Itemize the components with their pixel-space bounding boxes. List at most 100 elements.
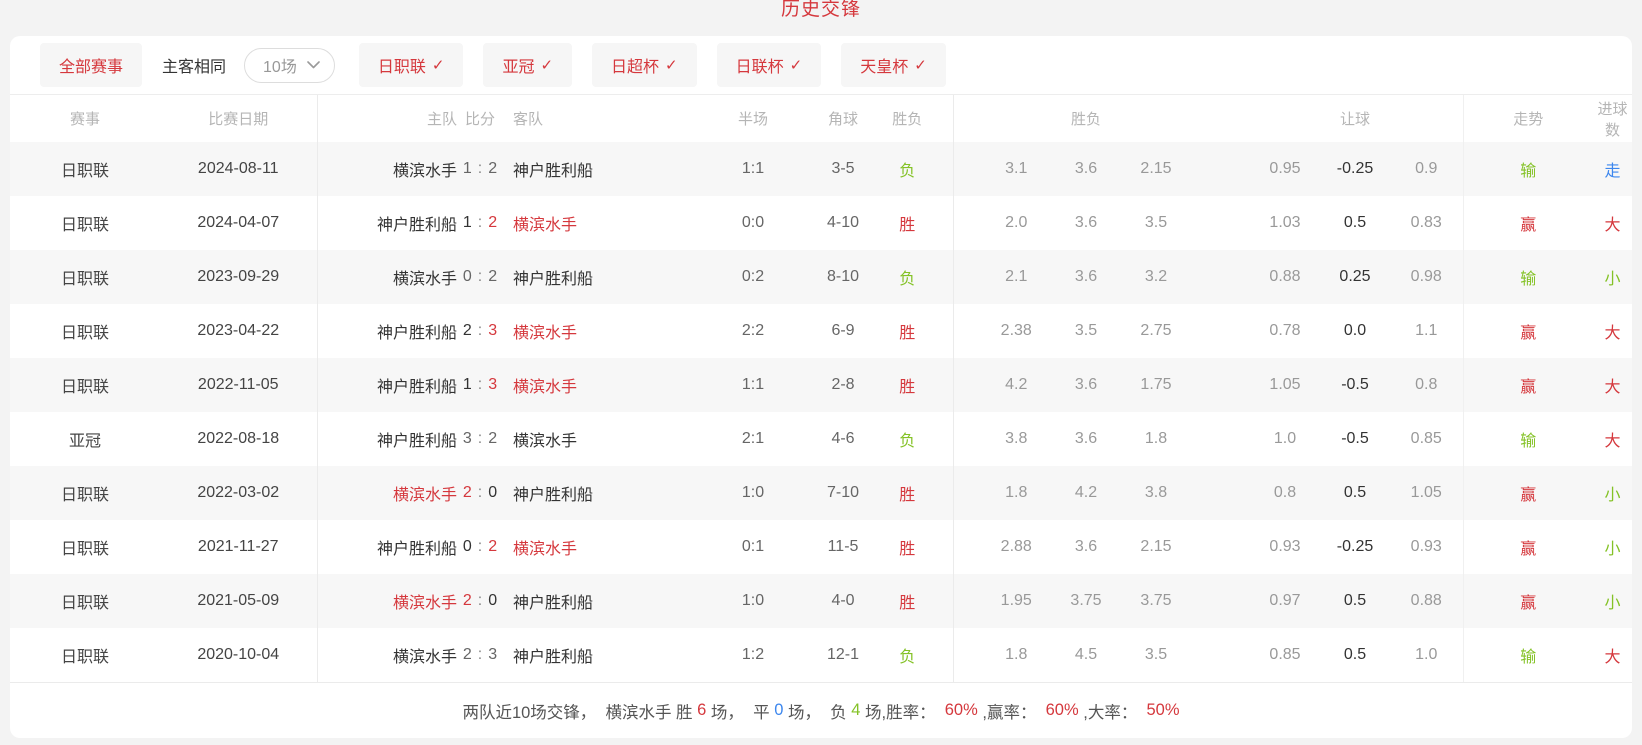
goals-cell: 大: [1604, 217, 1621, 234]
summary-segment: ,赢率：: [977, 703, 1046, 722]
result-cell: 胜: [862, 304, 954, 358]
corner-cell: 11-5: [827, 538, 859, 555]
league-cell: 日职联: [60, 163, 109, 180]
half-score-cell: 2:1: [741, 430, 765, 447]
date-cell: 2024-04-07: [160, 196, 318, 250]
handicap-home-cell: 1.05: [1269, 376, 1301, 393]
score-part: 0: [462, 538, 472, 555]
date-cell: 2023-04-22: [160, 304, 318, 358]
corner-cell: 12-1: [826, 646, 860, 663]
league-filter-button[interactable]: 日职联 ✓: [358, 43, 464, 87]
check-icon: ✓: [540, 57, 554, 74]
summary-segment: 60%: [944, 701, 978, 719]
goals-cell: 小: [1604, 487, 1621, 504]
chevron-down-icon: [307, 61, 320, 69]
page-title: 历史交锋: [780, 0, 861, 20]
goals-cell: 小: [1604, 595, 1621, 612]
header-row: 赛事 比赛日期 主队 比分 客队 半场 角球 胜负 胜负 让球 走势 进球数: [10, 95, 1632, 142]
goals-cell: 小: [1604, 541, 1621, 558]
score-part: 2: [488, 538, 498, 555]
league-cell: 日职联: [60, 379, 109, 396]
summary-segment: 0: [774, 701, 784, 719]
league-filter-button[interactable]: 亚冠 ✓: [483, 43, 573, 87]
handicap-away-cell: 0.85: [1390, 412, 1464, 466]
odds-lose-cell: 3.2: [1144, 268, 1168, 285]
league-filter-button[interactable]: 天皇杯 ✓: [841, 43, 946, 87]
summary-line: 两队近10场交锋， 横滨水手 胜 6 场， 平 0 场， 负 4 场,胜率： 6…: [10, 682, 1632, 738]
odds-lose-cell: 2.15: [1140, 160, 1172, 177]
goals-cell: 走: [1604, 163, 1621, 180]
handicap-away-cell: 0.83: [1390, 196, 1464, 250]
goals-cell: 小: [1604, 271, 1621, 288]
home-team-cell: 神户胜利船: [376, 379, 457, 396]
handicap-line-cell: 0.5: [1343, 592, 1367, 609]
half-score-cell: 1:1: [741, 376, 765, 393]
score-part: 2: [488, 430, 498, 447]
match-row: 日职联 2023-09-29 横滨水手 0:2 神户胜利船 0:2 8-10 负 2.1 3.6 3…: [10, 250, 1632, 304]
odds-lose-cell: 3.5: [1144, 646, 1168, 663]
date-cell: 2022-03-02: [160, 466, 318, 520]
column-header: 比分: [464, 111, 495, 128]
column-header: [1390, 95, 1464, 142]
league-cell: 日职联: [60, 541, 109, 558]
handicap-home-cell: 0.88: [1269, 268, 1301, 285]
odds-draw-cell: 3.6: [1074, 160, 1098, 177]
league-filter-button[interactable]: 日超杯 ✓: [592, 43, 697, 87]
home-team-cell: 横滨水手: [392, 595, 457, 612]
corner-cell: 7-10: [826, 484, 860, 501]
score-part: 2: [462, 322, 472, 339]
score-part: 1: [462, 376, 472, 393]
match-row: 日职联 2020-10-04 横滨水手 2:3 神户胜利船 1:2 12-1 负 1.8 4.5 3…: [10, 628, 1632, 682]
summary-segment: 场,胜率：: [860, 703, 945, 722]
away-team-cell: 横滨水手: [513, 325, 578, 342]
handicap-line-cell: 0.25: [1339, 268, 1371, 285]
handicap-line-cell: -0.5: [1341, 376, 1369, 393]
league-filter-label: 日职联: [377, 59, 426, 76]
home-team-cell: 横滨水手: [392, 649, 457, 666]
score-part: 2: [462, 592, 472, 609]
home-team-cell: 神户胜利船: [376, 217, 457, 234]
trend-cell: 赢: [1520, 487, 1537, 504]
trend-cell: 赢: [1520, 379, 1537, 396]
trend-cell: 赢: [1520, 217, 1537, 234]
score-part: 2: [488, 214, 498, 231]
column-header: 主队: [426, 111, 457, 128]
odds-draw-cell: 3.6: [1074, 430, 1098, 447]
check-icon: ✓: [665, 57, 678, 74]
score-part: :: [477, 592, 483, 609]
league-filter-button[interactable]: 日联杯 ✓: [716, 43, 822, 87]
score-cell: 2:0: [457, 574, 503, 628]
score-part: :: [477, 646, 483, 663]
league-cell: 日职联: [60, 217, 109, 234]
home-team-cell: 横滨水手: [392, 271, 457, 288]
odds-lose-cell: 1.75: [1140, 376, 1172, 393]
handicap-home-cell: 0.8: [1273, 484, 1297, 501]
match-row: 日职联 2022-11-05 神户胜利船 1:3 横滨水手 1:1 2-8 胜 4.2 3.6 1.…: [10, 358, 1632, 412]
score-part: :: [477, 376, 483, 393]
score-part: 2: [462, 484, 472, 501]
half-score-cell: 2:2: [741, 322, 765, 339]
match-count-select[interactable]: 10场: [244, 47, 335, 83]
odds-win-cell: 3.1: [1005, 160, 1028, 177]
score-part: 1: [462, 160, 472, 177]
result-cell: 负: [862, 250, 954, 304]
handicap-home-cell: 0.85: [1269, 646, 1301, 663]
odds-win-cell: 2.88: [1000, 538, 1032, 555]
away-team-cell: 神户胜利船: [513, 271, 594, 288]
odds-win-cell: 2.1: [1005, 268, 1028, 285]
corner-cell: 4-6: [831, 430, 855, 447]
column-header: 半场: [737, 111, 768, 128]
same-venue-button[interactable]: 主客相同: [162, 53, 226, 77]
score-part: :: [477, 430, 483, 447]
check-icon: ✓: [914, 57, 927, 74]
away-team-cell: 神户胜利船: [513, 163, 594, 180]
half-score-cell: 1:0: [741, 592, 765, 609]
score-cell: 2:0: [457, 466, 503, 520]
trend-cell: 输: [1520, 433, 1537, 450]
summary-segment: 场， 平: [706, 703, 775, 722]
odds-draw-cell: 3.6: [1074, 376, 1098, 393]
column-header: 比赛日期: [160, 95, 318, 142]
score-part: 0: [488, 484, 498, 501]
goals-cell: 大: [1604, 433, 1621, 450]
all-events-button[interactable]: 全部赛事: [40, 43, 143, 87]
